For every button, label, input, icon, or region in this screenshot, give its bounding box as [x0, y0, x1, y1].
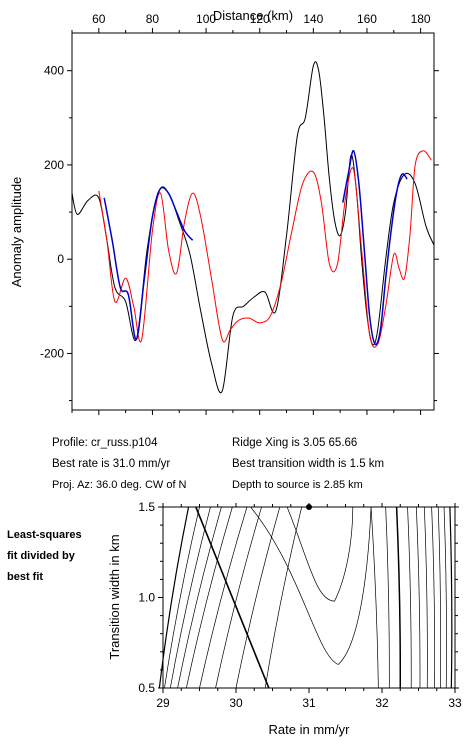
series-lines	[71, 61, 435, 394]
contour-line	[215, 506, 262, 689]
y-tick-label: 0	[57, 252, 64, 266]
contour-line-inner	[286, 506, 354, 602]
y-ticks: -200 0 200 400	[40, 64, 439, 402]
y-tick-label: -200	[40, 346, 64, 360]
contour-line	[449, 506, 453, 689]
contour-line	[177, 506, 222, 689]
contour-line-outer	[250, 506, 372, 665]
contour-line	[199, 506, 248, 689]
series-black-line	[71, 61, 435, 394]
contour-line	[423, 506, 428, 689]
x-ticks: 60 80 100 120 140 160 180	[71, 12, 431, 415]
source-depth-label: Depth to source is 2.85 km	[232, 479, 363, 491]
y-axis-title: Anomaly amplitude	[9, 177, 24, 288]
contour-y-ticks: 0.5 1.0 1.5	[138, 500, 459, 695]
contour-line	[395, 506, 402, 689]
contour-y-tick-label: 0.5	[138, 681, 155, 695]
contour-line	[186, 506, 233, 689]
contour-x-axis-title: Rate in mm/yr	[269, 722, 351, 737]
contour-lines	[158, 506, 453, 689]
contour-y-axis-title: Transition width in km	[107, 534, 122, 659]
contour-line	[264, 506, 303, 689]
profile-plot-frame	[71, 32, 435, 411]
y-tick-label: 400	[44, 64, 64, 78]
x-tick-label: 160	[357, 12, 377, 26]
contour-line	[158, 506, 190, 689]
series-red-line	[98, 150, 432, 348]
best-rate-label: Best rate is 31.0 mm/yr	[52, 458, 171, 470]
contour-y-tick-label: 1.5	[138, 500, 155, 514]
contour-line	[235, 506, 281, 689]
contour-x-tick-label: 29	[156, 696, 170, 710]
projection-azimuth-label: Proj. Az: 36.0 deg. CW of N	[52, 479, 187, 491]
transition-width-label: Best transition width is 1.5 km	[232, 458, 385, 470]
contour-line	[164, 506, 200, 689]
contour-line	[407, 506, 412, 689]
x-tick-label: 100	[196, 12, 216, 26]
contour-line	[169, 506, 211, 689]
y-tick-label: 200	[44, 158, 64, 172]
x-tick-label: 60	[92, 12, 106, 26]
x-tick-label: 80	[146, 12, 160, 26]
contour-x-ticks: 29 30 31 32 33	[156, 503, 462, 710]
contour-line	[370, 506, 379, 689]
contour-line	[443, 506, 447, 689]
profile-plot: Distance (km) Anomaly amplitude 60 80 100 1…	[9, 8, 439, 415]
series-blue-line	[103, 186, 194, 341]
x-tick-label: 180	[411, 12, 431, 26]
series-blue-line	[342, 150, 408, 346]
contour-x-tick-label: 30	[229, 696, 243, 710]
contour-y-tick-label: 1.0	[138, 591, 155, 605]
side-note: Least-squares fit divided by best fit	[7, 529, 82, 583]
x-axis-title: Distance (km)	[213, 8, 293, 23]
x-tick-label: 120	[250, 12, 270, 26]
contour-x-tick-label: 32	[375, 696, 389, 710]
contour-line	[437, 506, 442, 689]
contour-line-bold	[195, 506, 270, 689]
x-tick-label: 140	[303, 12, 323, 26]
contour-x-tick-label: 33	[448, 696, 462, 710]
contour-plot: Rate in mm/yr Transition width in km 29 3…	[107, 500, 462, 737]
best-fit-marker	[306, 504, 312, 510]
contour-line	[385, 506, 390, 689]
contour-line	[431, 506, 436, 689]
contour-line	[415, 506, 421, 689]
contour-x-tick-label: 31	[302, 696, 316, 710]
ridge-crossing-label: Ridge Xing is 3.05 65.66	[232, 437, 358, 449]
profile-label: Profile: cr_russ.p104	[52, 437, 158, 449]
